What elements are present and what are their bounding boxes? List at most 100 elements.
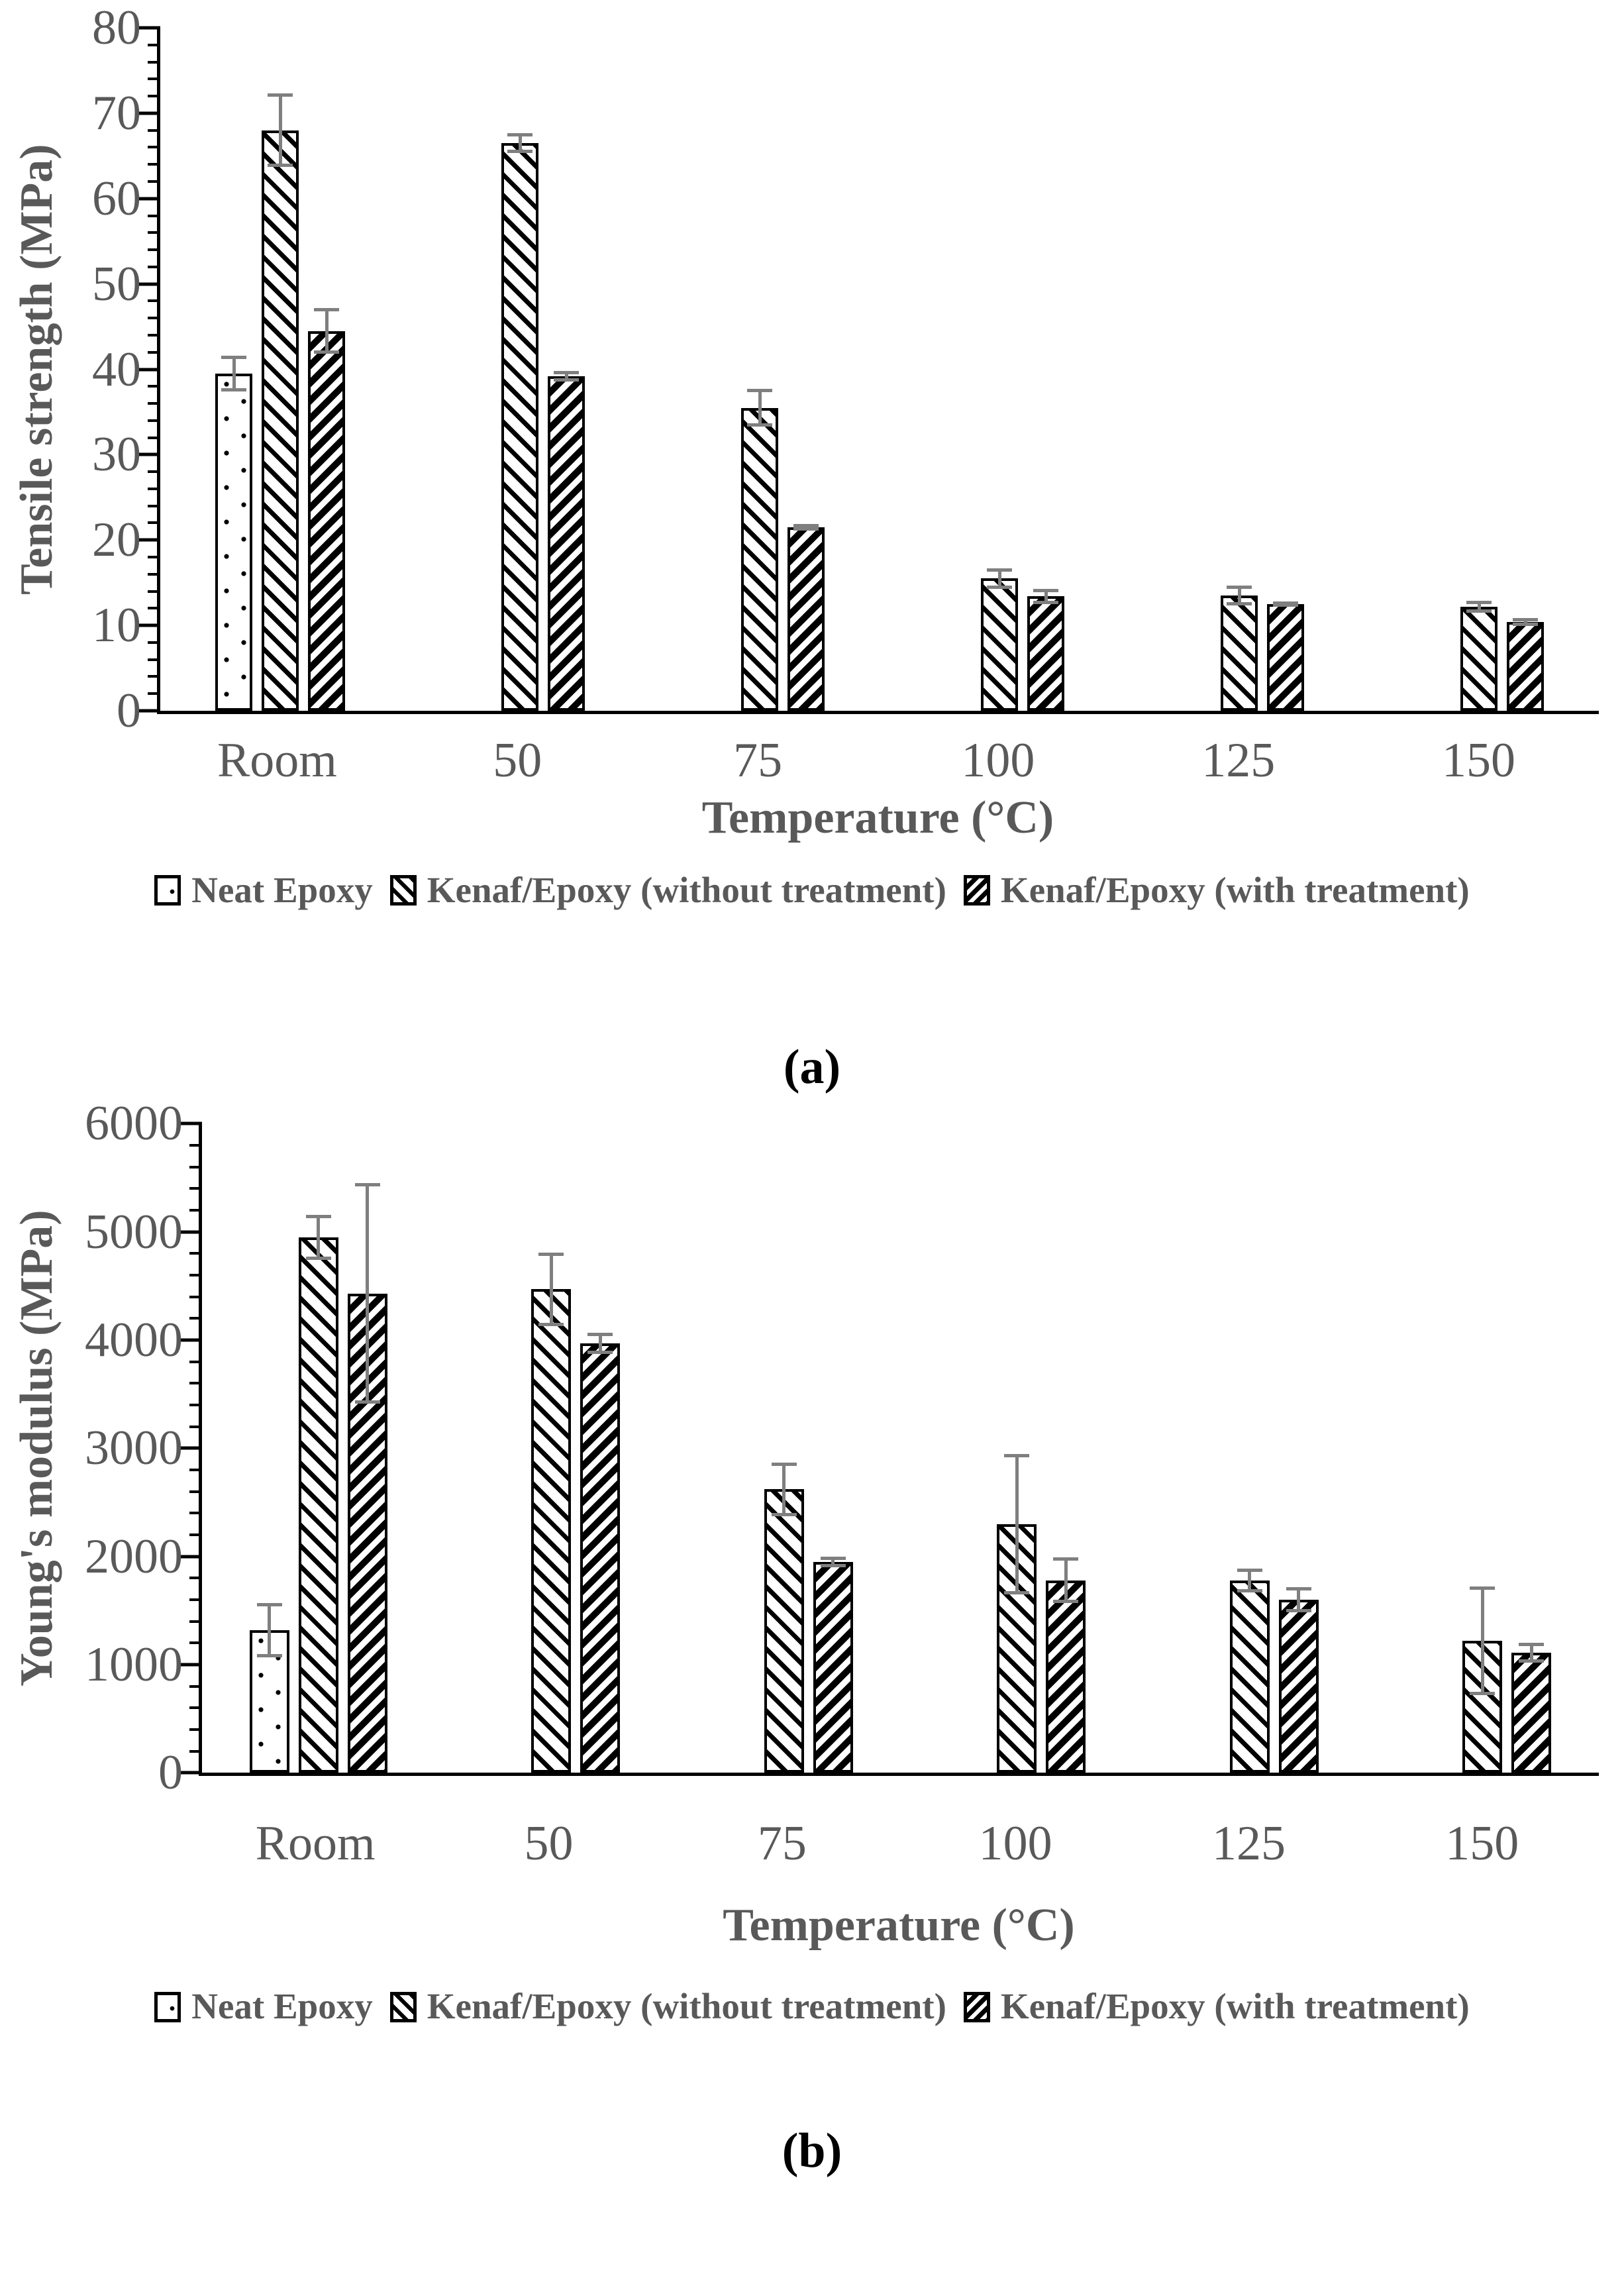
bar-group-50 (435, 1123, 668, 1773)
error-bar-cap-bottom (771, 1513, 797, 1517)
bar-slot (1511, 1123, 1552, 1773)
error-bar-cap-top (1466, 600, 1492, 604)
y-major-tick (181, 1663, 202, 1667)
bar-slot (455, 28, 492, 711)
x-axis-tick-labels: Room 50 75 100 125 150 (199, 1816, 1599, 1871)
y-minor-tick (148, 146, 160, 149)
bar-slot (501, 28, 538, 711)
y-major-tick (181, 1446, 202, 1450)
bar-diag-down (308, 331, 345, 711)
legend-item: Neat Epoxy (154, 870, 373, 911)
legend-item: Kenaf/Epoxy (with treatment) (963, 1986, 1470, 2027)
y-minor-tick (189, 1187, 202, 1190)
y-tick-label: 20 (92, 513, 141, 568)
error-bar-cap-top (1227, 585, 1252, 589)
y-minor-tick (148, 521, 160, 525)
bar-slot (1267, 28, 1304, 711)
y-minor-tick (148, 385, 160, 388)
y-major-tick (139, 197, 160, 201)
y-axis-title: Young's modulus (MPa) (11, 1210, 62, 1687)
y-minor-tick (148, 572, 160, 576)
y-minor-tick (189, 1706, 202, 1710)
error-bar-cap-bottom (268, 164, 293, 168)
legend-label: Kenaf/Epoxy (without treatment) (427, 1986, 946, 2027)
error-bar (1529, 1643, 1533, 1663)
y-tick-label: 3000 (85, 1421, 183, 1476)
y-tick-label: 0 (117, 684, 141, 738)
y-tick-label: 2000 (85, 1529, 183, 1584)
error-bar-cap-bottom (820, 1564, 846, 1568)
error-bar-cap-top (820, 1556, 846, 1560)
bar-group-75 (668, 1123, 901, 1773)
error-bar-cap-top (1513, 617, 1538, 621)
error-bar-cap-bottom (747, 423, 772, 427)
y-major-tick (139, 709, 160, 713)
legend: Neat Epoxy Kenaf/Epoxy (without treatment… (0, 870, 1624, 911)
error-bar (804, 523, 808, 531)
error-bar-cap-top (1470, 1586, 1496, 1590)
bar-slot (1181, 1123, 1221, 1773)
y-tick-label: 60 (92, 171, 141, 226)
y-tick-label: 4000 (85, 1313, 183, 1368)
error-bar-cap-bottom (1273, 603, 1298, 607)
legend-label: Kenaf/Epoxy (with treatment) (1000, 1986, 1470, 2027)
x-tick-label-75: 75 (733, 733, 783, 788)
y-minor-tick (148, 265, 160, 268)
bar-diag-down (1507, 621, 1544, 711)
x-tick-label-125: 125 (1211, 1816, 1286, 1871)
bar-slot (1027, 28, 1064, 711)
bar-slot (948, 1123, 988, 1773)
error-bar-cap-bottom (1286, 1608, 1311, 1612)
legend-swatch-dots (154, 875, 181, 906)
bar-diag-down (813, 1561, 853, 1773)
bar-slot (308, 28, 345, 711)
error-bar (564, 371, 568, 382)
y-minor-tick (148, 607, 160, 610)
y-minor-tick (189, 1274, 202, 1277)
legend-label: Kenaf/Epoxy (with treatment) (1000, 869, 1470, 910)
x-axis-tick-labels: Room 50 75 100 125 150 (157, 733, 1599, 788)
bar-slot (215, 28, 252, 711)
y-axis-tick-labels: 0 10 20 30 40 50 60 70 80 (74, 3, 157, 735)
error-bar-cap-bottom (1470, 1691, 1496, 1695)
bar-slot (997, 1123, 1037, 1773)
y-minor-tick (189, 1144, 202, 1147)
bar-diag-up (262, 130, 299, 711)
y-minor-tick (148, 129, 160, 132)
bar-group-room (202, 1123, 435, 1773)
bar-diag-up (1229, 1580, 1270, 1773)
y-minor-tick (148, 163, 160, 166)
error-bar (366, 1183, 370, 1404)
bar-group-100 (880, 28, 1119, 711)
y-minor-tick (148, 675, 160, 678)
bar-dots (215, 373, 252, 711)
legend-swatch-diag-down (963, 1991, 990, 2022)
x-tick-label-75: 75 (757, 1816, 807, 1871)
error-bar (1237, 585, 1241, 606)
bars-layer (160, 28, 1599, 711)
y-axis-tick-labels: 0 1000 2000 3000 4000 5000 6000 (74, 1099, 199, 1797)
bar-diag-down (1046, 1580, 1086, 1773)
error-bar (549, 1252, 553, 1326)
x-tick-label-room: Room (255, 1816, 376, 1871)
y-minor-tick (148, 317, 160, 320)
bar-diag-down (580, 1343, 621, 1773)
x-tick-label-50: 50 (524, 1816, 574, 1871)
panel-label-a: (a) (783, 1040, 841, 1095)
y-major-tick (139, 538, 160, 542)
error-bar-cap-top (987, 568, 1012, 572)
y-major-tick (139, 111, 160, 115)
error-bar-cap-bottom (793, 527, 819, 531)
error-bar-cap-top (221, 355, 246, 359)
y-minor-tick (148, 60, 160, 64)
bar-diag-down (1511, 1653, 1552, 1773)
bar-slot (1460, 28, 1497, 711)
y-tick-label: 6000 (85, 1096, 183, 1151)
bar-diag-up (1460, 606, 1497, 711)
error-bar-cap-bottom (1513, 623, 1538, 627)
bar-slot (1229, 1123, 1270, 1773)
y-major-tick (139, 368, 160, 371)
bar-slot (1046, 1123, 1086, 1773)
y-tick-label: 0 (158, 1745, 183, 1800)
y-minor-tick (148, 78, 160, 81)
